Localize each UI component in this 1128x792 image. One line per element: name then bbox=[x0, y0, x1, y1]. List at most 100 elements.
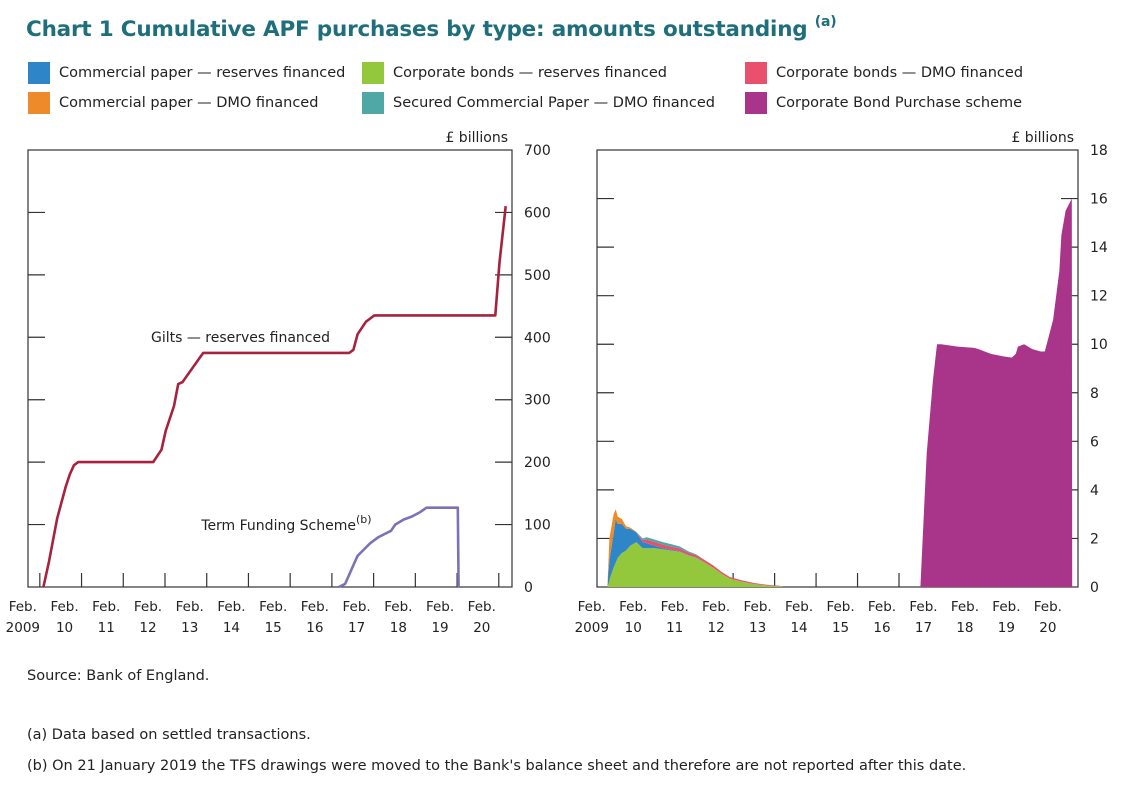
x-tick-label-month: Feb. bbox=[384, 599, 412, 615]
right-chart: 0 2 4 6 8 10 12 14 16 18 £ billions Feb. 2009 Feb. 10 F… bbox=[575, 130, 1108, 636]
y-tick-label: 4 bbox=[1090, 483, 1099, 499]
y-tick-label: 400 bbox=[524, 330, 551, 346]
y-tick-label: 300 bbox=[524, 393, 551, 409]
legend-label: Corporate bonds — reserves financed bbox=[393, 65, 667, 81]
y-tick-label: 16 bbox=[1090, 192, 1108, 208]
left-chart: 0 100 200 300 400 500 600 700 £ billions Feb. 2009… bbox=[6, 130, 551, 636]
x-tick-label-month: Feb. bbox=[661, 599, 689, 615]
tfs-line bbox=[338, 506, 460, 589]
x-tick-label-year: 16 bbox=[306, 620, 323, 636]
x-tick-label-month: Feb. bbox=[992, 599, 1020, 615]
legend-swatch bbox=[28, 62, 50, 84]
x-tick-label-month: Feb. bbox=[744, 599, 772, 615]
y-tick-label: 8 bbox=[1090, 386, 1099, 402]
x-tick-label-month: Feb. bbox=[578, 599, 606, 615]
gilts-line bbox=[42, 206, 507, 588]
x-tick-label-year: 15 bbox=[265, 620, 282, 636]
x-tick-label-year: 14 bbox=[790, 620, 807, 636]
footnote-b: (b) On 21 January 2019 the TFS drawings … bbox=[27, 758, 967, 774]
legend-swatch bbox=[745, 92, 767, 114]
x-tick-label-year: 19 bbox=[998, 620, 1015, 636]
x-tick-label-year: 17 bbox=[348, 620, 365, 636]
y-tick-label: 18 bbox=[1090, 143, 1108, 159]
x-tick-label-month: Feb. bbox=[951, 599, 979, 615]
y-tick-label: 0 bbox=[524, 580, 533, 596]
y-tick-label: 100 bbox=[524, 518, 551, 534]
cbps-area bbox=[918, 198, 1073, 587]
x-tick-label-year: 18 bbox=[956, 620, 973, 636]
x-tick-label-month: Feb. bbox=[176, 599, 204, 615]
footnote-a: (a) Data based on settled transactions. bbox=[27, 727, 311, 743]
x-tick-label-month: Feb. bbox=[468, 599, 496, 615]
source-note: Source: Bank of England. bbox=[27, 668, 210, 684]
tfs-line-label: Term Funding Scheme bbox=[200, 518, 356, 534]
x-tick-label-year: 18 bbox=[390, 620, 407, 636]
y-tick-label: 500 bbox=[524, 268, 551, 284]
plot-frame bbox=[596, 149, 1079, 588]
y-tick-label: 6 bbox=[1090, 434, 1099, 450]
x-tick-label-month: Feb. bbox=[826, 599, 854, 615]
x-tick-label-year: 15 bbox=[832, 620, 849, 636]
x-tick-label-month: Feb. bbox=[868, 599, 896, 615]
legend-item-cb-reserves: Corporate bonds — reserves financed bbox=[362, 62, 667, 84]
x-tick-label-year: 20 bbox=[1039, 620, 1056, 636]
x-tick-label-month: Feb. bbox=[50, 599, 78, 615]
x-tick-label-month: Feb. bbox=[1034, 599, 1062, 615]
x-tick-label-month: Feb. bbox=[259, 599, 287, 615]
legend-swatch bbox=[362, 62, 384, 84]
x-tick-label-year: 2009 bbox=[575, 620, 609, 636]
legend-label: Commercial paper — reserves financed bbox=[59, 65, 346, 81]
plot-frame bbox=[27, 149, 513, 588]
x-tick-label-year: 12 bbox=[708, 620, 725, 636]
gilts-line-label: Gilts — reserves financed bbox=[151, 330, 330, 346]
x-tick-label-month: Feb. bbox=[426, 599, 454, 615]
x-tick-label-year: 19 bbox=[431, 620, 448, 636]
y-tick-label: 2 bbox=[1090, 531, 1099, 547]
x-tick-label-year: 10 bbox=[56, 620, 73, 636]
legend-item-cb-dmo: Corporate bonds — DMO financed bbox=[745, 62, 1023, 84]
legend-item-scp-dmo: Secured Commercial Paper — DMO financed bbox=[362, 92, 715, 114]
legend-label: Corporate bonds — DMO financed bbox=[776, 65, 1024, 81]
x-tick-label-year: 11 bbox=[666, 620, 683, 636]
area-series-0 bbox=[607, 542, 784, 587]
y-tick-label: 10 bbox=[1090, 337, 1108, 353]
legend-item-cp-dmo: Commercial paper — DMO financed bbox=[28, 92, 318, 114]
y-axis-unit: £ billions bbox=[1011, 130, 1074, 146]
x-tick-label-year: 11 bbox=[98, 620, 115, 636]
y-tick-label: 14 bbox=[1090, 240, 1108, 256]
legend-label: Corporate Bond Purchase scheme bbox=[776, 95, 1023, 111]
legend-item-cp-reserves: Commercial paper — reserves financed bbox=[28, 62, 345, 84]
legend-label: Commercial paper — DMO financed bbox=[59, 95, 319, 111]
legend-swatch bbox=[28, 92, 50, 114]
y-tick-label: 200 bbox=[524, 455, 551, 471]
y-axis-unit: £ billions bbox=[445, 130, 508, 146]
x-tick-label-year: 17 bbox=[915, 620, 932, 636]
legend-label: Secured Commercial Paper — DMO financed bbox=[393, 95, 715, 111]
x-tick-label-year: 20 bbox=[473, 620, 490, 636]
x-tick-label-month: Feb. bbox=[9, 599, 37, 615]
x-tick-label-year: 12 bbox=[139, 620, 156, 636]
x-tick-label-year: 13 bbox=[181, 620, 198, 636]
x-tick-label-year: 13 bbox=[749, 620, 766, 636]
y-tick-label: 700 bbox=[524, 143, 551, 159]
y-tick-label: 12 bbox=[1090, 289, 1108, 305]
x-tick-label-month: Feb. bbox=[702, 599, 730, 615]
legend-item-cbps: Corporate Bond Purchase scheme bbox=[745, 92, 1022, 114]
x-tick-label-month: Feb. bbox=[785, 599, 813, 615]
x-tick-label-month: Feb. bbox=[92, 599, 120, 615]
x-tick-label-month: Feb. bbox=[619, 599, 647, 615]
legend-swatch bbox=[362, 92, 384, 114]
x-tick-label-month: Feb. bbox=[134, 599, 162, 615]
x-tick-label-month: Feb. bbox=[217, 599, 245, 615]
x-tick-label-year: 16 bbox=[873, 620, 890, 636]
x-tick-label-year: 2009 bbox=[6, 620, 40, 636]
legend-swatch bbox=[745, 62, 767, 84]
y-tick-label: 0 bbox=[1090, 580, 1099, 596]
x-tick-label-month: Feb. bbox=[909, 599, 937, 615]
x-tick-label-year: 10 bbox=[625, 620, 642, 636]
x-tick-label-year: 14 bbox=[223, 620, 240, 636]
tfs-note-marker: (b) bbox=[356, 513, 372, 526]
chart-title: Chart 1 Cumulative APF purchases by type… bbox=[26, 14, 837, 42]
x-tick-label-month: Feb. bbox=[301, 599, 329, 615]
